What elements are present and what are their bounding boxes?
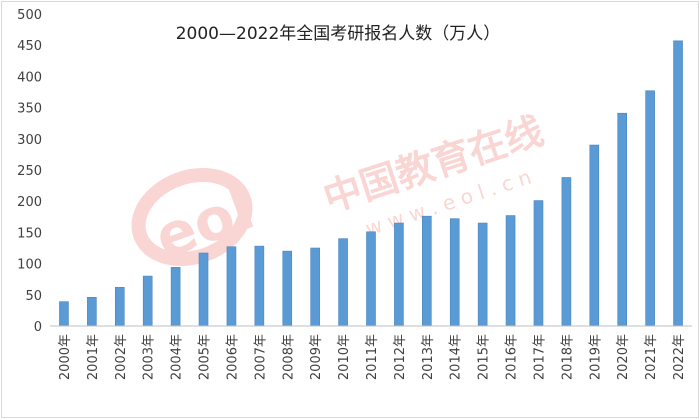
bar <box>673 40 683 327</box>
bars <box>59 40 683 327</box>
bar <box>505 215 516 327</box>
bar <box>533 200 544 327</box>
x-tick-label: 2009年 <box>309 334 324 380</box>
x-tick-label: 2007年 <box>253 334 268 380</box>
x-tick-label: 2019年 <box>588 334 603 380</box>
x-tick-label: 2001年 <box>86 334 101 380</box>
bar <box>477 222 488 327</box>
y-tick-label: 350 <box>17 102 42 117</box>
x-tick-label: 2004年 <box>170 334 185 380</box>
bar <box>59 301 69 327</box>
bar <box>254 245 265 327</box>
y-tick-label: 100 <box>17 258 42 273</box>
x-tick-label: 2014年 <box>449 334 464 380</box>
bar <box>645 90 655 327</box>
x-tick-label: 2010年 <box>337 334 352 380</box>
x-tick-label: 2000年 <box>58 334 73 380</box>
bar <box>449 218 460 327</box>
y-tick-label: 300 <box>17 133 42 148</box>
bar <box>589 144 600 327</box>
bar <box>282 250 293 327</box>
x-tick-label: 2008年 <box>281 334 296 380</box>
chart-title: 2000—2022年全国考研报名人数（万人） <box>176 24 501 44</box>
x-tick-label: 2021年 <box>644 334 659 380</box>
x-tick-label: 2011年 <box>365 334 380 380</box>
x-tick-label: 2016年 <box>505 334 520 380</box>
y-tick-label: 0 <box>34 320 42 335</box>
y-tick-label: 450 <box>17 39 42 54</box>
y-tick-label: 200 <box>17 195 42 210</box>
x-tick-label: 2012年 <box>393 334 408 380</box>
bar <box>338 238 348 327</box>
bar <box>422 215 432 327</box>
y-tick-label: 400 <box>17 70 42 85</box>
x-tick-label: 2017年 <box>532 334 547 380</box>
x-tick-label: 2022年 <box>672 334 687 380</box>
bar <box>561 177 572 327</box>
bar <box>87 296 97 327</box>
y-tick-label: 250 <box>17 164 42 179</box>
y-tick-label: 500 <box>17 8 42 23</box>
bar <box>394 222 404 327</box>
x-tick-label: 2005年 <box>198 334 213 380</box>
y-axis: 0 50 100 150 200 250 300 350 400 450 500 <box>17 8 42 335</box>
bar <box>226 246 237 327</box>
y-tick-label: 150 <box>17 226 42 241</box>
x-tick-label: 2003年 <box>142 334 157 380</box>
bar <box>617 112 628 327</box>
x-tick-label: 2006年 <box>225 334 240 380</box>
bar <box>366 231 376 327</box>
bar <box>310 247 320 327</box>
x-tick-label: 2002年 <box>114 334 129 380</box>
x-axis: 2000年 2001年 2002年 2003年 2004年 2005年 2006年 2007年… <box>58 334 687 380</box>
x-tick-label: 2015年 <box>477 334 492 380</box>
y-tick-label: 50 <box>25 289 42 304</box>
bar <box>198 252 209 327</box>
bar <box>114 287 125 327</box>
x-tick-label: 2018年 <box>560 334 575 380</box>
x-tick-label: 2020年 <box>616 334 631 380</box>
bar <box>142 275 153 327</box>
bar <box>170 267 181 327</box>
x-tick-label: 2013年 <box>421 334 436 380</box>
